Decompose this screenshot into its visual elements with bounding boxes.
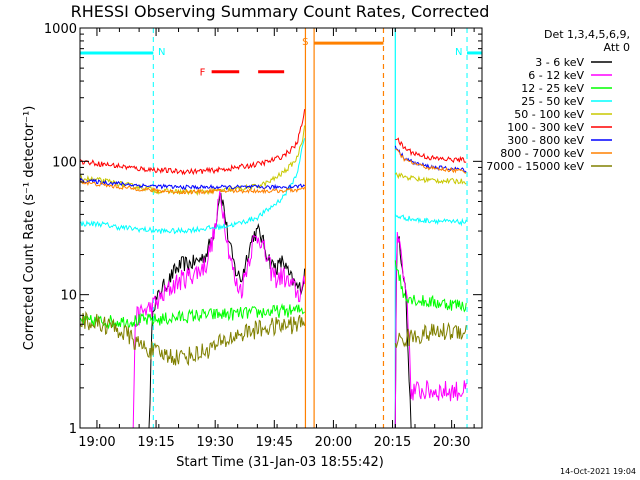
y-tick-label: 100 [52, 155, 77, 170]
series-800-to-7000keV [79, 148, 467, 196]
series-line [394, 260, 467, 313]
legend-label: 50 - 100 keV [514, 108, 584, 121]
x-tick-label: 20:15 [374, 435, 411, 450]
x-axis-label: Start Time (31-Jan-03 18:55:42) [176, 455, 384, 470]
series-line [79, 180, 306, 196]
series-line [394, 321, 467, 348]
y-tick-label: 1000 [44, 22, 77, 37]
series-line [79, 138, 306, 235]
y-axis-label: Corrected Count Rate (s⁻¹ detector⁻¹) [22, 106, 37, 351]
legend-label: 12 - 25 keV [521, 82, 584, 95]
x-tick-label: 20:00 [315, 435, 352, 450]
series-100-to-300keV [79, 109, 467, 176]
attenuator-label: N [455, 47, 462, 58]
legend-label: 3 - 6 keV [535, 56, 584, 69]
legend-label: 6 - 12 keV [528, 69, 584, 82]
x-tick-label: 19:00 [78, 435, 115, 450]
x-tick-label: 20:30 [433, 435, 470, 450]
data-marks: NNFS [80, 28, 482, 428]
legend-label: 25 - 50 keV [521, 95, 584, 108]
footer-date: 14-Oct-2021 19:04 [560, 467, 636, 476]
series-line [79, 303, 305, 330]
axes: 1 10 100 1000 19:00 19:15 19:30 19:45 20:00 20:15… [44, 22, 482, 450]
series-12-to-25keV [79, 260, 467, 330]
chart-title: RHESSI Observing Summary Count Rates, Co… [71, 2, 490, 21]
series-line [394, 172, 467, 185]
series-line [79, 310, 306, 367]
y-tick-label: 10 [60, 289, 77, 304]
x-tick-label: 19:15 [137, 435, 174, 450]
x-tick-label: 19:30 [196, 435, 233, 450]
series-25-to-50keV [79, 138, 467, 235]
series-line [79, 109, 306, 176]
series-line [79, 177, 305, 191]
legend-label: 800 - 7000 keV [500, 147, 584, 160]
legend-header-line-2: Att 0 [604, 41, 630, 54]
legend-header-line-1: Det 1,3,4,5,6,9, [544, 28, 630, 41]
series-line [394, 213, 467, 227]
y-tick-label: 1 [69, 422, 77, 437]
legend-label: 300 - 800 keV [507, 134, 584, 147]
plot-frame [79, 27, 483, 429]
series-line [395, 137, 467, 164]
x-tick-label: 19:45 [256, 435, 293, 450]
series-line [394, 231, 467, 429]
legend-label: 7000 - 15000 keV [486, 160, 584, 173]
series-line [395, 148, 467, 174]
series-7000-to-15000keV [79, 310, 467, 367]
flare-flag-label: F [200, 68, 206, 79]
legend-label: 100 - 300 keV [507, 121, 584, 134]
attenuator-label: N [158, 47, 165, 58]
